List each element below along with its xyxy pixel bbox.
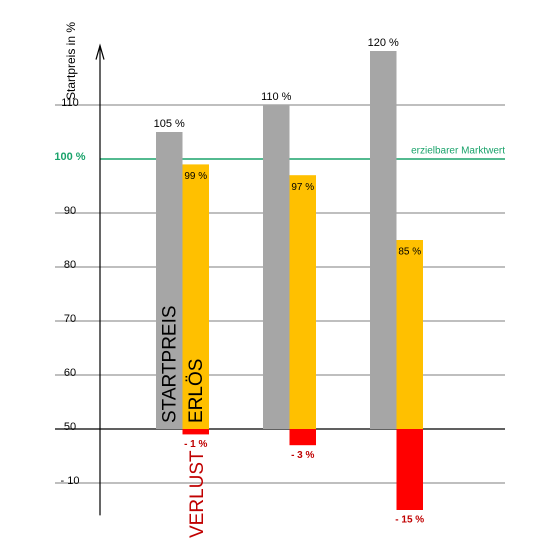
y-tick-label: 90 (64, 205, 76, 217)
value-label: 97 % (291, 182, 314, 193)
y-axis-label: Startpreis in % (64, 22, 78, 100)
y-tick-label: 50 (64, 421, 76, 433)
bar (396, 240, 423, 429)
value-label: 120 % (368, 37, 399, 49)
legend-label: ERLÖS (186, 359, 207, 423)
y-tick-label: 100 % (54, 151, 85, 163)
value-label: 85 % (398, 247, 421, 258)
bar (396, 429, 423, 510)
bar (289, 175, 316, 429)
value-label: - 3 % (291, 450, 314, 461)
bar (370, 51, 397, 429)
y-tick-label: - 10 (61, 475, 80, 487)
y-tick-label: 110 (61, 97, 79, 109)
legend-label: VERLUST (187, 450, 208, 538)
value-label: - 15 % (395, 515, 424, 526)
bar (156, 132, 183, 429)
value-label: 105 % (154, 118, 185, 130)
bar (182, 429, 209, 435)
bar (182, 164, 209, 429)
y-tick-label: 80 (64, 259, 76, 271)
y-tick-label: 60 (64, 367, 76, 379)
y-axis-arrow (95, 43, 105, 60)
legend-label: STARTPREIS (159, 305, 180, 423)
bar (289, 429, 316, 446)
bar (263, 105, 290, 429)
value-label: 110 % (261, 91, 292, 103)
value-label: - 1 % (184, 439, 207, 450)
reference-label: erzielbarer Marktwert (411, 146, 505, 157)
y-tick-label: 70 (64, 313, 76, 325)
value-label: 99 % (184, 171, 207, 182)
